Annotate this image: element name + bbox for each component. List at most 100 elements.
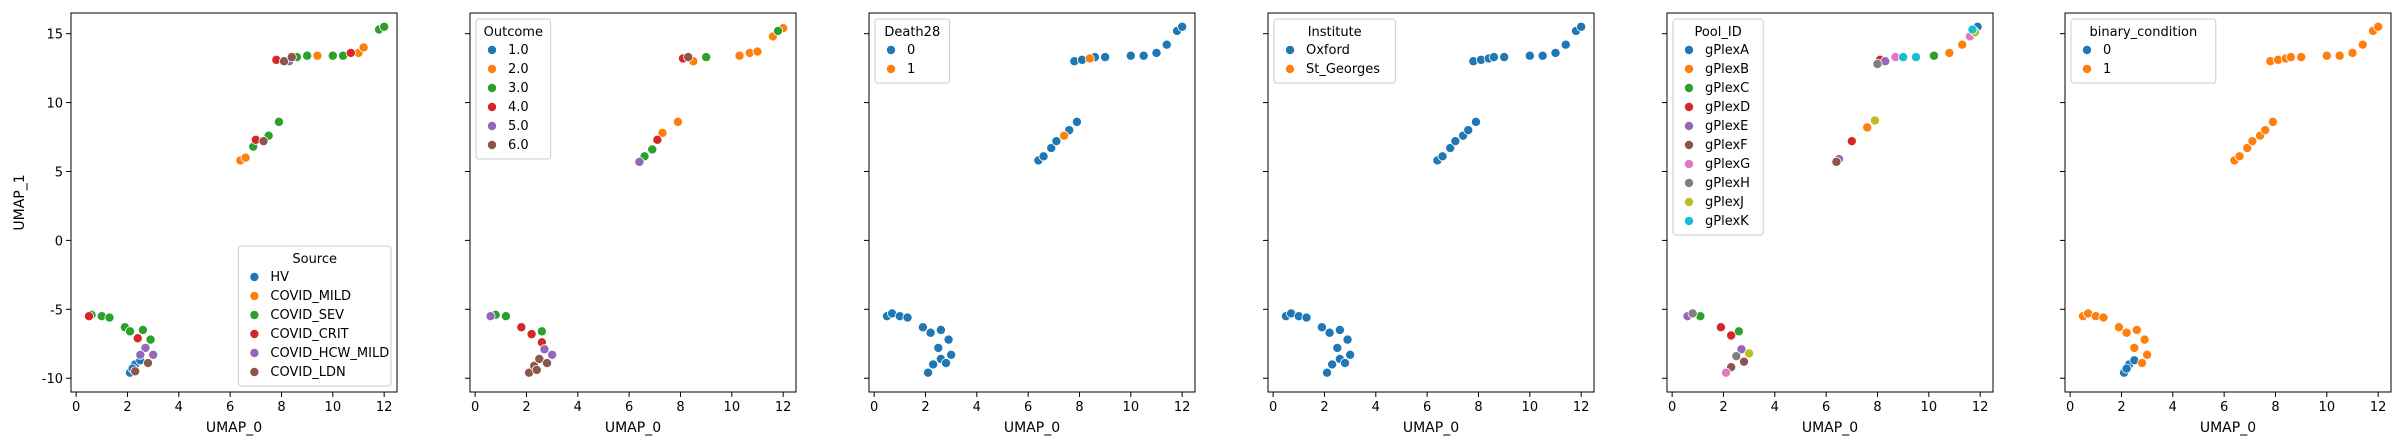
chart-panel-1: 0 2 4 6 8 10 12 -10 -5 0 5 10 15 UMAP_0 UMAP_1 SourceHV…	[12, 12, 398, 436]
chart-panel-5: 0 2 4 6 8 10 12 UMAP_0 Pool_ID gPlexA gPlexB gPlexC…	[1662, 12, 1994, 436]
data-point	[933, 342, 944, 353]
data-point	[2321, 50, 2332, 61]
data-point	[1524, 50, 1535, 61]
x-tick-label: 2	[1320, 400, 1328, 415]
data-point	[2121, 363, 2132, 374]
data-point	[104, 312, 115, 323]
legend-title: Institute	[1308, 25, 1362, 40]
data-point	[652, 134, 663, 145]
legend-entry: 1.0	[508, 43, 529, 58]
data-point	[143, 358, 154, 369]
data-point	[379, 21, 390, 32]
data-point	[1744, 348, 1755, 359]
y-tick-label: 10	[46, 97, 63, 112]
legend-marker	[486, 121, 497, 132]
data-point	[683, 52, 694, 63]
x-tick-label: 8	[1474, 400, 1482, 415]
x-axis-label: UMAP_0	[2200, 420, 2256, 436]
legend-entry: 0	[907, 43, 915, 58]
x-tick-label: 8	[1873, 400, 1881, 415]
data-point	[327, 50, 338, 61]
x-tick-label: 0	[2066, 400, 2074, 415]
data-point	[1576, 21, 1587, 32]
data-point	[1342, 334, 1353, 345]
x-axis-label: UMAP_0	[605, 420, 661, 436]
legend-marker	[1684, 177, 1695, 188]
data-point	[1161, 39, 1172, 50]
data-point	[2129, 342, 2140, 353]
data-point	[1322, 367, 1333, 378]
data-point	[526, 329, 537, 340]
data-point	[140, 342, 151, 353]
data-point	[1550, 47, 1561, 58]
data-point	[358, 42, 369, 53]
data-point	[1726, 330, 1737, 341]
data-point	[1944, 47, 1955, 58]
data-point	[273, 116, 284, 127]
data-point	[917, 322, 928, 333]
data-point	[1437, 151, 1448, 162]
legend-marker	[249, 271, 260, 282]
legend-title: Death28	[884, 25, 940, 40]
data-point	[672, 116, 683, 127]
data-point	[2373, 21, 2384, 32]
data-point	[2334, 50, 2345, 61]
legend-entry: COVID_CRIT	[270, 327, 348, 342]
legend-box	[1672, 18, 1764, 236]
data-point	[1445, 143, 1456, 154]
data-point	[542, 358, 553, 369]
x-tick-label: 10	[1921, 400, 1938, 415]
y-tick-label: 5	[55, 165, 63, 180]
data-point	[2139, 334, 2150, 345]
legend-marker	[2081, 64, 2092, 75]
x-tick-label: 6	[2220, 400, 2228, 415]
legend-marker	[1684, 215, 1695, 226]
data-point	[2137, 358, 2148, 369]
data-point	[1345, 349, 1356, 360]
legend-entry: 1	[2103, 62, 2111, 77]
x-axis-label: UMAP_0	[1004, 420, 1060, 436]
x-tick-label: 12	[775, 400, 792, 415]
data-point	[83, 311, 94, 322]
data-point	[2121, 327, 2132, 338]
data-point	[1967, 24, 1978, 35]
data-point	[1560, 39, 1571, 50]
x-tick-label: 10	[1123, 400, 1140, 415]
data-point	[1084, 53, 1095, 64]
legend-entry: gPlexJ	[1705, 195, 1744, 210]
legend-marker	[249, 309, 260, 320]
data-point	[539, 344, 550, 355]
data-point	[1151, 47, 1162, 58]
data-point	[935, 324, 946, 335]
x-tick-label: 4	[1771, 400, 1779, 415]
data-point	[634, 156, 645, 167]
legend-entry: 3.0	[508, 81, 529, 96]
legend-marker	[1684, 83, 1695, 94]
legend-marker	[1285, 64, 1296, 75]
data-point	[302, 50, 313, 61]
data-point	[1910, 52, 1921, 63]
data-point	[752, 46, 763, 57]
legend-entry: gPlexK	[1705, 214, 1749, 229]
x-tick-label: 2	[2117, 400, 2125, 415]
legend-marker	[486, 45, 497, 56]
data-point	[2347, 47, 2358, 58]
data-point	[531, 364, 542, 375]
data-point	[902, 312, 913, 323]
legend-marker	[1285, 45, 1296, 56]
data-point	[941, 358, 952, 369]
legend-marker	[249, 366, 260, 377]
x-axis-label: UMAP_0	[206, 420, 262, 436]
data-point	[2285, 52, 2296, 63]
legend-marker	[2081, 45, 2092, 56]
data-point	[1450, 136, 1461, 147]
data-point	[547, 349, 558, 360]
y-tick-label: -5	[50, 303, 63, 318]
data-point	[701, 52, 712, 63]
data-point	[1739, 356, 1750, 367]
legend-title: binary_condition	[2090, 25, 2198, 40]
data-point	[1721, 367, 1732, 378]
data-point	[148, 349, 159, 360]
data-point	[1831, 156, 1842, 167]
data-point	[500, 311, 511, 322]
